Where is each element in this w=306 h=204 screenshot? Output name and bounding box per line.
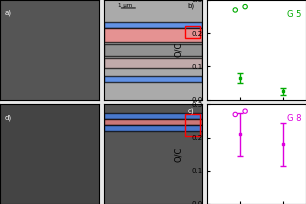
- Point: [243, 5, 248, 8]
- Y-axis label: O/C: O/C: [174, 42, 183, 58]
- Text: b): b): [188, 3, 195, 9]
- Point: [233, 113, 238, 116]
- Text: d): d): [5, 114, 12, 121]
- Text: G 8: G 8: [286, 114, 301, 123]
- Y-axis label: O/C: O/C: [174, 146, 183, 162]
- FancyBboxPatch shape: [104, 28, 202, 42]
- Point: [243, 110, 248, 113]
- Bar: [185, 114, 200, 136]
- FancyBboxPatch shape: [104, 113, 202, 119]
- Text: G 5: G 5: [287, 10, 301, 19]
- FancyBboxPatch shape: [104, 76, 202, 82]
- Point: [233, 8, 238, 12]
- FancyBboxPatch shape: [104, 125, 202, 131]
- Text: 1 μm: 1 μm: [118, 3, 132, 8]
- Bar: [185, 26, 200, 38]
- Text: c): c): [188, 108, 194, 114]
- FancyBboxPatch shape: [104, 44, 202, 56]
- FancyBboxPatch shape: [104, 22, 202, 28]
- FancyBboxPatch shape: [104, 119, 202, 125]
- Text: a): a): [5, 10, 12, 17]
- FancyBboxPatch shape: [104, 58, 202, 68]
